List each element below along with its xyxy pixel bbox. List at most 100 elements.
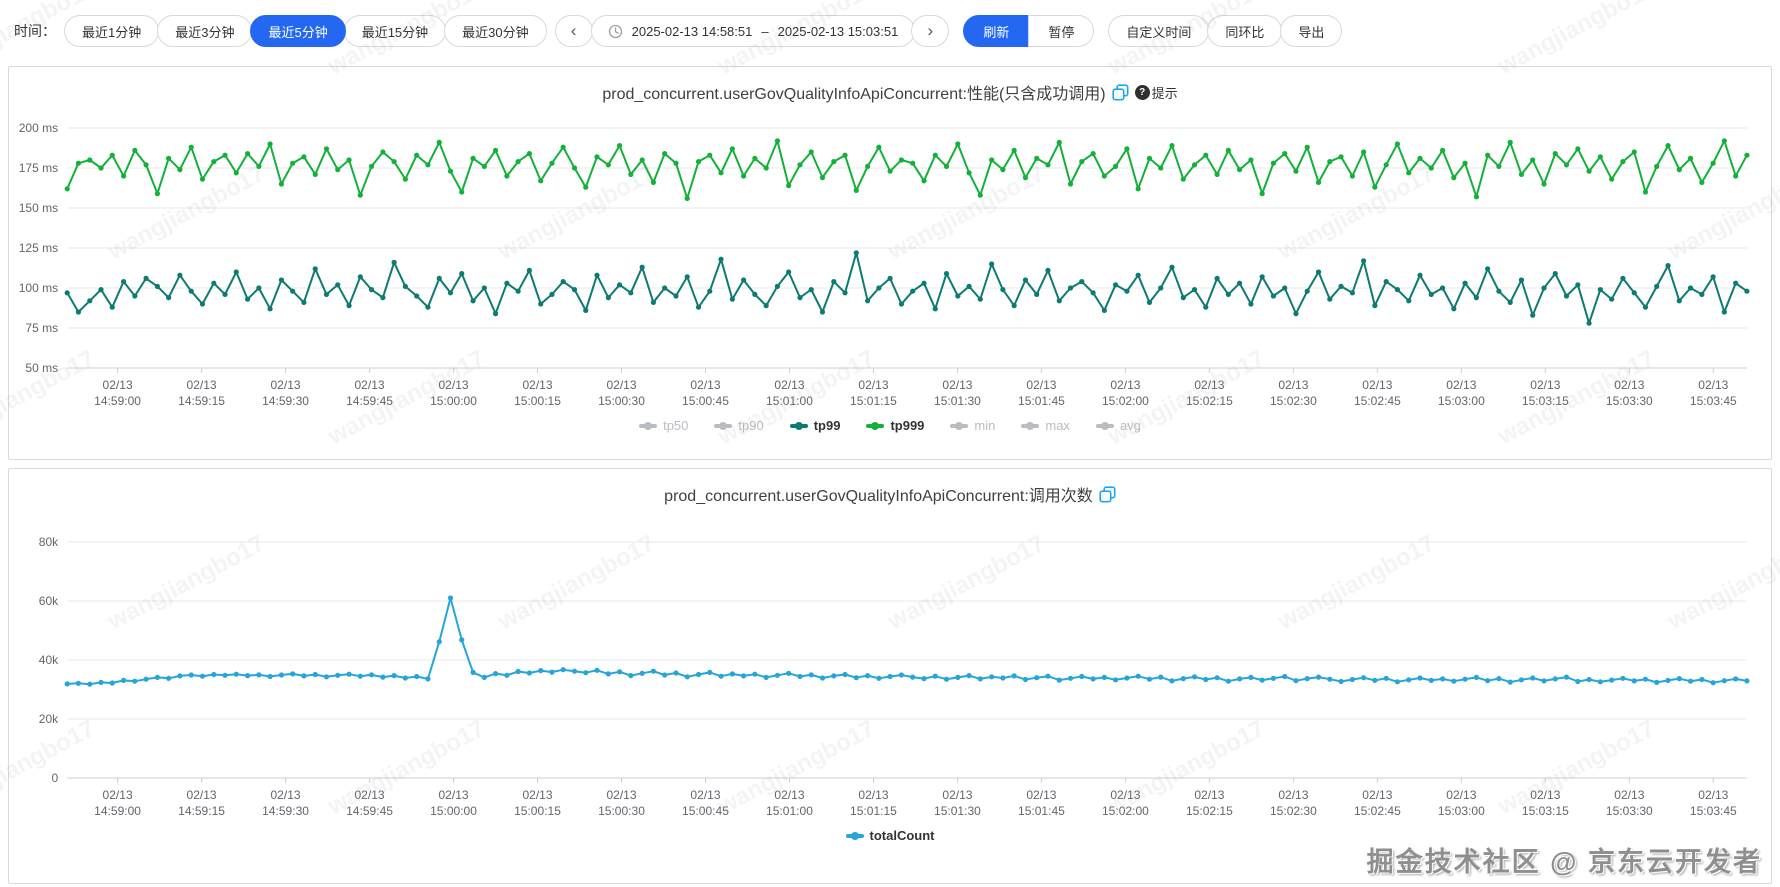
data-point-tp99[interactable] bbox=[459, 271, 465, 277]
data-point-totalCount[interactable] bbox=[98, 679, 104, 685]
data-point-tp999[interactable] bbox=[639, 157, 645, 163]
data-point-tp99[interactable] bbox=[1349, 290, 1355, 296]
copy-icon[interactable] bbox=[1112, 83, 1129, 101]
data-point-tp99[interactable] bbox=[1124, 288, 1130, 294]
data-point-tp99[interactable] bbox=[245, 296, 251, 302]
data-point-tp99[interactable] bbox=[1710, 274, 1716, 280]
data-point-tp99[interactable] bbox=[1428, 291, 1434, 297]
data-point-tp99[interactable] bbox=[1496, 288, 1502, 294]
data-point-tp99[interactable] bbox=[1518, 277, 1525, 283]
data-point-tp999[interactable] bbox=[256, 163, 262, 169]
data-point-totalCount[interactable] bbox=[1439, 676, 1446, 682]
data-point-totalCount[interactable] bbox=[1586, 676, 1592, 683]
data-point-totalCount[interactable] bbox=[1169, 678, 1175, 684]
data-point-tp999[interactable] bbox=[357, 192, 363, 198]
data-point-totalCount[interactable] bbox=[1496, 676, 1502, 682]
data-point-totalCount[interactable] bbox=[616, 669, 623, 675]
data-point-tp999[interactable] bbox=[1112, 163, 1119, 169]
data-point-tp999[interactable] bbox=[1056, 139, 1062, 145]
refresh-button[interactable]: 刷新 bbox=[963, 15, 1030, 47]
data-point-tp999[interactable] bbox=[222, 152, 228, 158]
data-point-totalCount[interactable] bbox=[132, 678, 138, 684]
data-point-tp99[interactable] bbox=[786, 269, 792, 275]
data-point-tp999[interactable] bbox=[1496, 163, 1502, 169]
data-point-totalCount[interactable] bbox=[233, 671, 239, 677]
data-point-tp999[interactable] bbox=[1259, 191, 1265, 197]
data-point-tp99[interactable] bbox=[887, 275, 893, 281]
data-point-totalCount[interactable] bbox=[1406, 677, 1412, 683]
data-point-tp999[interactable] bbox=[470, 155, 476, 161]
data-point-tp999[interactable] bbox=[87, 157, 93, 163]
data-point-tp99[interactable] bbox=[1451, 306, 1457, 312]
data-point-tp99[interactable] bbox=[357, 274, 363, 280]
data-point-totalCount[interactable] bbox=[109, 680, 115, 686]
data-point-totalCount[interactable] bbox=[414, 673, 420, 680]
data-point-tp99[interactable] bbox=[910, 288, 916, 294]
data-point-totalCount[interactable] bbox=[1462, 676, 1468, 682]
data-point-tp999[interactable] bbox=[177, 167, 183, 173]
data-point-totalCount[interactable] bbox=[1552, 676, 1558, 682]
data-point-totalCount[interactable] bbox=[267, 673, 273, 680]
data-point-tp99[interactable] bbox=[1270, 293, 1277, 299]
data-point-tp999[interactable] bbox=[1146, 155, 1153, 161]
data-point-tp999[interactable] bbox=[763, 165, 769, 171]
data-point-tp99[interactable] bbox=[346, 303, 352, 309]
data-point-tp999[interactable] bbox=[1530, 157, 1536, 163]
data-point-tp99[interactable] bbox=[616, 282, 623, 288]
data-point-totalCount[interactable] bbox=[166, 675, 172, 681]
data-point-totalCount[interactable] bbox=[1079, 673, 1085, 680]
data-point-tp999[interactable] bbox=[628, 171, 634, 177]
data-point-tp999[interactable] bbox=[1203, 152, 1209, 158]
data-point-tp99[interactable] bbox=[729, 296, 735, 302]
data-point-tp99[interactable] bbox=[1473, 295, 1480, 301]
legend-item-min[interactable]: min bbox=[950, 418, 995, 433]
data-point-totalCount[interactable] bbox=[1315, 674, 1322, 680]
data-point-totalCount[interactable] bbox=[1541, 678, 1547, 684]
data-point-totalCount[interactable] bbox=[695, 671, 702, 678]
data-point-tp99[interactable] bbox=[639, 264, 645, 270]
data-point-tp99[interactable] bbox=[605, 295, 611, 301]
data-point-tp999[interactable] bbox=[1744, 152, 1750, 158]
data-point-tp99[interactable] bbox=[1665, 263, 1671, 269]
data-point-totalCount[interactable] bbox=[774, 672, 781, 678]
data-point-totalCount[interactable] bbox=[1259, 677, 1265, 683]
data-point-tp999[interactable] bbox=[1575, 146, 1581, 152]
data-point-tp999[interactable] bbox=[1293, 168, 1299, 174]
data-point-totalCount[interactable] bbox=[819, 675, 826, 681]
data-point-totalCount[interactable] bbox=[1507, 679, 1513, 685]
data-point-totalCount[interactable] bbox=[729, 671, 735, 677]
data-point-tp999[interactable] bbox=[1315, 179, 1322, 185]
data-point-tp99[interactable] bbox=[1654, 283, 1660, 289]
data-point-tp99[interactable] bbox=[1687, 285, 1694, 291]
data-point-totalCount[interactable] bbox=[1609, 677, 1615, 683]
data-point-tp99[interactable] bbox=[977, 296, 983, 302]
data-point-tp99[interactable] bbox=[1034, 291, 1040, 297]
data-point-tp99[interactable] bbox=[64, 290, 70, 296]
data-point-tp999[interactable] bbox=[887, 168, 893, 174]
data-point-totalCount[interactable] bbox=[1631, 678, 1637, 684]
data-point-totalCount[interactable] bbox=[1665, 677, 1671, 683]
data-point-tp999[interactable] bbox=[1022, 175, 1029, 181]
next-time-button[interactable]: › bbox=[911, 15, 950, 47]
data-point-tp999[interactable] bbox=[650, 179, 657, 185]
data-point-totalCount[interactable] bbox=[1428, 677, 1434, 683]
data-point-totalCount[interactable] bbox=[955, 674, 961, 680]
data-point-totalCount[interactable] bbox=[1011, 673, 1017, 679]
data-point-totalCount[interactable] bbox=[684, 674, 690, 680]
data-point-totalCount[interactable] bbox=[1473, 674, 1480, 680]
data-point-totalCount[interactable] bbox=[323, 674, 330, 680]
data-point-tp999[interactable] bbox=[1406, 170, 1412, 176]
data-point-tp99[interactable] bbox=[808, 287, 814, 293]
data-point-tp99[interactable] bbox=[797, 295, 803, 301]
data-point-tp999[interactable] bbox=[1473, 194, 1480, 200]
data-point-totalCount[interactable] bbox=[1270, 675, 1277, 681]
data-point-totalCount[interactable] bbox=[1158, 674, 1164, 680]
data-point-tp999[interactable] bbox=[1451, 175, 1457, 181]
data-point-tp999[interactable] bbox=[335, 167, 341, 173]
time-range-button-2[interactable]: 最近5分钟 bbox=[250, 15, 346, 47]
data-point-tp999[interactable] bbox=[989, 157, 995, 163]
data-point-tp99[interactable] bbox=[1293, 311, 1299, 317]
data-point-totalCount[interactable] bbox=[1293, 678, 1299, 684]
data-point-tp99[interactable] bbox=[932, 306, 938, 312]
data-point-tp99[interactable] bbox=[425, 304, 431, 310]
